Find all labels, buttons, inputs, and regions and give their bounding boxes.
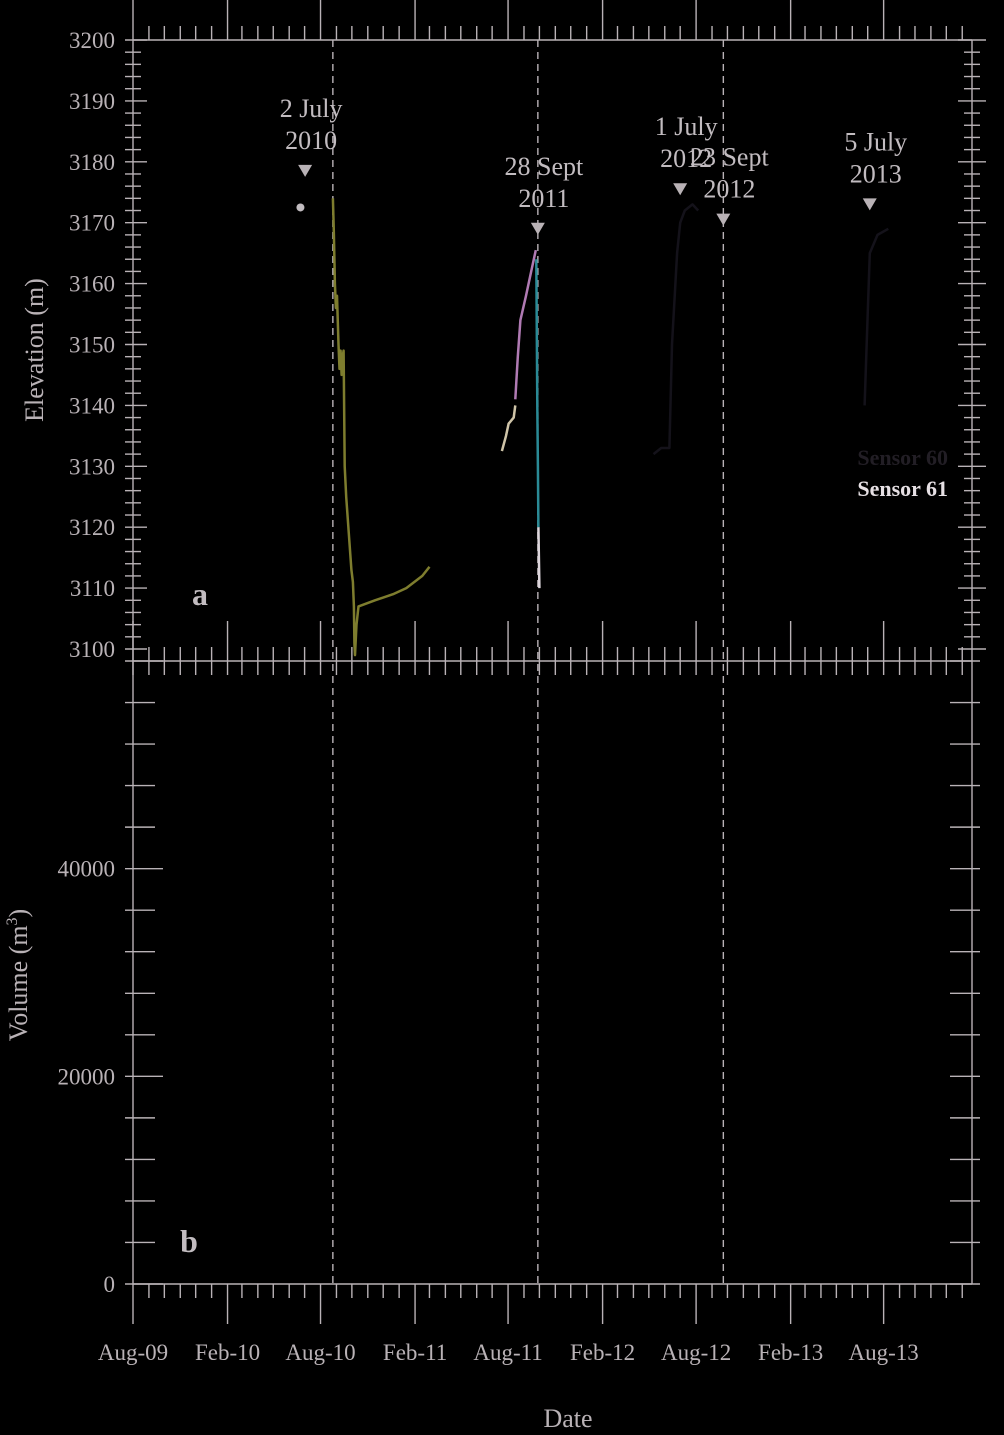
x-tick-label: Aug-10 bbox=[285, 1340, 355, 1365]
event-label: 28 Sept bbox=[504, 152, 584, 181]
legend-entry: Sensor 60 bbox=[857, 445, 948, 470]
elevation-series-line bbox=[863, 227, 889, 406]
y-tick-label-a: 3160 bbox=[69, 272, 115, 297]
y-axis-title-b-end: ) bbox=[4, 909, 33, 918]
y-tick-label-a: 3130 bbox=[69, 454, 115, 479]
elevation-series-line bbox=[537, 527, 541, 589]
y-tick-label-a: 3200 bbox=[69, 28, 115, 53]
y-tick-label-b: 20000 bbox=[58, 1064, 116, 1089]
event-marker bbox=[716, 213, 731, 226]
x-tick-label: Aug-09 bbox=[98, 1340, 168, 1365]
y-tick-label-b: 40000 bbox=[58, 857, 116, 882]
x-tick-label: Aug-11 bbox=[473, 1340, 542, 1365]
y-tick-label-a: 3120 bbox=[69, 515, 115, 540]
x-tick-label: Aug-13 bbox=[848, 1340, 918, 1365]
x-tick-label: Feb-11 bbox=[383, 1340, 447, 1365]
y-axis-title-b-sup: 3 bbox=[4, 917, 21, 925]
x-tick-label: Feb-10 bbox=[195, 1340, 260, 1365]
y-tick-label-a: 3170 bbox=[69, 211, 115, 236]
event-label-year: 2010 bbox=[285, 126, 337, 155]
y-tick-label-a: 3140 bbox=[69, 393, 115, 418]
event-label: 23 Sept bbox=[690, 143, 770, 172]
y-tick-label-a: 3190 bbox=[69, 89, 115, 114]
elevation-series-line bbox=[535, 259, 540, 528]
event-marker bbox=[298, 164, 313, 177]
x-tick-label: Feb-13 bbox=[758, 1340, 823, 1365]
y-tick-label-a: 3150 bbox=[69, 333, 115, 358]
event-label-year: 2011 bbox=[518, 184, 569, 213]
x-tick-label: Feb-12 bbox=[570, 1340, 635, 1365]
elevation-series-line bbox=[652, 203, 700, 456]
y-axis-title-b-main: Volume (m bbox=[4, 925, 33, 1041]
event-label-year: 2013 bbox=[850, 159, 902, 188]
event-marker bbox=[673, 183, 688, 196]
x-tick-label: Aug-12 bbox=[661, 1340, 731, 1365]
y-tick-label-a: 3180 bbox=[69, 150, 115, 175]
event-marker bbox=[530, 222, 545, 235]
event-label: 1 July bbox=[655, 112, 718, 141]
x-axis-title: Date bbox=[543, 1404, 592, 1433]
event-marker bbox=[862, 198, 877, 211]
elevation-series-line bbox=[331, 198, 431, 657]
y-tick-label-a: 3100 bbox=[69, 637, 115, 662]
y-axis-title-b: Volume (m3) bbox=[4, 909, 33, 1041]
y-tick-label-b: 0 bbox=[104, 1272, 116, 1297]
elevation-series-line bbox=[514, 249, 538, 400]
event-label: 5 July bbox=[844, 127, 907, 156]
y-axis-title-a: Elevation (m) bbox=[20, 278, 49, 422]
event-label: 2 July bbox=[280, 94, 343, 123]
panel-label-b: b bbox=[180, 1223, 198, 1259]
elevation-point bbox=[296, 203, 305, 212]
elevation-series-line bbox=[500, 405, 517, 452]
y-tick-label-a: 3110 bbox=[70, 576, 115, 601]
legend-entry: Sensor 61 bbox=[857, 476, 948, 501]
event-label-year: 2012 bbox=[660, 144, 712, 173]
panel-label-a: a bbox=[192, 576, 208, 612]
event-label-year: 2012 bbox=[703, 175, 755, 204]
